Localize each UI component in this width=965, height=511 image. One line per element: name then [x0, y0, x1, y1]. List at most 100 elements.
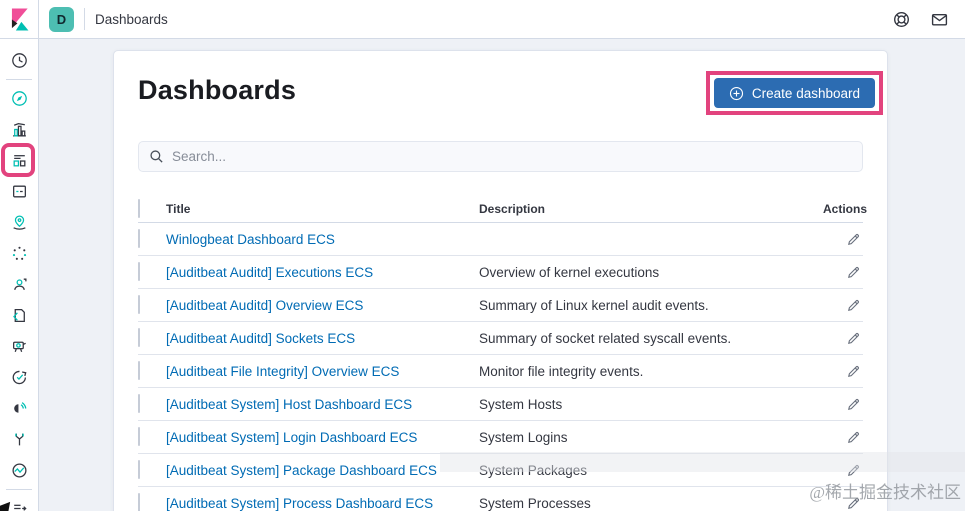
row-description: System Packages [479, 462, 588, 478]
row-checkbox[interactable] [138, 295, 140, 314]
row-title-link[interactable]: [Auditbeat System] Login Dashboard ECS [166, 429, 418, 445]
sidebar-item-canvas[interactable] [0, 176, 38, 207]
apm-icon [12, 341, 26, 353]
search-input[interactable] [172, 149, 852, 164]
sidebar-item-discover[interactable] [0, 83, 38, 114]
table-row: [Auditbeat System] Process Dashboard ECS… [138, 487, 863, 511]
row-checkbox[interactable] [138, 262, 140, 281]
space-badge[interactable]: D [49, 6, 74, 32]
row-checkbox[interactable] [138, 427, 140, 446]
sidebar-item-apm[interactable] [0, 331, 38, 362]
main-area: Dashboards Create dashboard Title Descr [39, 39, 965, 511]
annotation-highlight-create-button: Create dashboard [705, 71, 883, 115]
edit-dashboard-button[interactable] [844, 461, 863, 480]
pencil-icon [848, 299, 859, 311]
infrastructure-person-icon [13, 278, 27, 290]
pencil-icon [848, 464, 859, 476]
topbar-separator [84, 8, 85, 30]
dashboard-table-body: Winlogbeat Dashboard ECS [Auditbeat Audi… [138, 223, 863, 511]
sidebar-item-maps[interactable] [0, 207, 38, 238]
pencil-icon [848, 431, 859, 443]
sidebar-item-visualize[interactable] [0, 114, 38, 145]
edit-dashboard-button[interactable] [844, 395, 863, 414]
sidebar-item-dashboard[interactable] [0, 145, 38, 176]
create-dashboard-button[interactable]: Create dashboard [713, 78, 875, 108]
table-row: [Auditbeat System] Login Dashboard ECS S… [138, 421, 863, 454]
column-header-description: Description [479, 201, 546, 216]
logs-pages-icon [12, 309, 25, 322]
breadcrumb[interactable]: Dashboards [95, 11, 168, 27]
sidebar-item-infrastructure[interactable] [0, 269, 38, 300]
canvas-frame-icon [12, 185, 26, 198]
pencil-icon [848, 332, 859, 344]
row-title-link[interactable]: [Auditbeat System] Host Dashboard ECS [166, 396, 413, 412]
pencil-icon [848, 365, 859, 377]
app-sidebar [0, 39, 39, 511]
sidebar-collapse-button[interactable] [0, 493, 38, 511]
sidebar-item-siem[interactable] [0, 393, 38, 424]
visualize-chart-icon [12, 122, 26, 137]
edit-dashboard-button[interactable] [844, 428, 863, 447]
table-header-row: Title Description Actions [138, 195, 867, 223]
row-title-link[interactable]: [Auditbeat System] Process Dashboard ECS [166, 495, 434, 511]
pencil-icon [848, 266, 859, 278]
edit-dashboard-button[interactable] [844, 263, 863, 282]
sidebar-item-devtools[interactable] [0, 424, 38, 455]
pencil-icon [848, 233, 859, 245]
dashboards-panel: Dashboards Create dashboard Title Descr [113, 50, 888, 511]
row-checkbox[interactable] [138, 361, 140, 380]
row-title-link[interactable]: [Auditbeat File Integrity] Overview ECS [166, 363, 400, 379]
page-title: Dashboards [138, 75, 297, 105]
table-row: [Auditbeat Auditd] Overview ECS Summary … [138, 289, 863, 322]
row-checkbox[interactable] [138, 460, 140, 479]
edit-dashboard-button[interactable] [844, 329, 863, 348]
row-description: Overview of kernel executions [479, 264, 660, 280]
edit-dashboard-button[interactable] [844, 362, 863, 381]
table-row: [Auditbeat Auditd] Executions ECS Overvi… [138, 256, 863, 289]
edit-dashboard-button[interactable] [844, 494, 863, 511]
kibana-logo[interactable] [0, 0, 39, 38]
pencil-icon [848, 398, 859, 410]
select-all-checkbox[interactable] [138, 198, 140, 218]
dashboards-table: Title Description Actions Winlogbeat Das… [138, 195, 867, 511]
sidebar-divider [6, 79, 32, 80]
maps-pin-icon [12, 215, 26, 230]
top-bar: D Dashboards [0, 0, 965, 39]
row-checkbox[interactable] [138, 493, 140, 511]
sidebar-divider-bottom [6, 489, 32, 490]
uptime-clock-icon [12, 370, 26, 385]
machine-learning-icon [12, 246, 26, 260]
row-checkbox[interactable] [138, 394, 140, 413]
edit-dashboard-button[interactable] [844, 296, 863, 315]
newsfeed-mail-icon[interactable] [931, 11, 948, 28]
row-description: System Processes [479, 495, 591, 511]
row-description: Monitor file integrity events. [479, 363, 644, 379]
table-row: [Auditbeat System] Package Dashboard ECS… [138, 454, 863, 487]
row-checkbox[interactable] [138, 229, 140, 248]
sidebar-item-logs[interactable] [0, 300, 38, 331]
row-title-link[interactable]: [Auditbeat Auditd] Executions ECS [166, 264, 374, 280]
help-icon[interactable] [893, 11, 910, 28]
row-title-link[interactable]: [Auditbeat Auditd] Overview ECS [166, 297, 364, 313]
row-title-link[interactable]: [Auditbeat System] Package Dashboard ECS [166, 462, 437, 478]
sidebar-item-uptime[interactable] [0, 362, 38, 393]
monitoring-icon [11, 463, 27, 478]
sidebar-item-machine-learning[interactable] [0, 238, 38, 269]
dashboard-icon [13, 155, 25, 167]
search-bar [138, 141, 863, 172]
row-description: System Hosts [479, 396, 563, 412]
table-row: [Auditbeat System] Host Dashboard ECS Sy… [138, 388, 863, 421]
column-header-title[interactable]: Title [166, 201, 191, 216]
pencil-icon [848, 497, 859, 509]
edit-dashboard-button[interactable] [844, 230, 863, 249]
discover-compass-icon [11, 91, 27, 106]
row-checkbox[interactable] [138, 328, 140, 347]
plus-circle-icon [729, 86, 743, 100]
collapse-menu-icon [13, 504, 27, 511]
row-title-link[interactable]: [Auditbeat Auditd] Sockets ECS [166, 330, 356, 346]
sidebar-item-monitoring[interactable] [0, 455, 38, 486]
row-title-link[interactable]: Winlogbeat Dashboard ECS [166, 231, 335, 247]
sidebar-item-recently-viewed[interactable] [0, 45, 38, 76]
devtools-wrench-icon [14, 433, 24, 446]
row-description: Summary of socket related syscall events… [479, 330, 732, 346]
